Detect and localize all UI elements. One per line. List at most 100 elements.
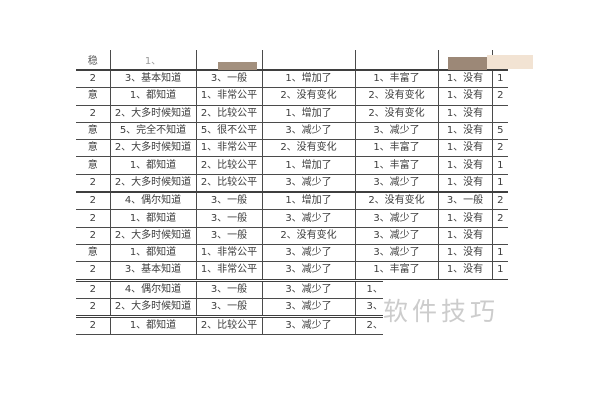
table-cell[interactable]: 3、减少了 [261, 278, 356, 299]
table-cell[interactable] [491, 104, 508, 123]
table-cell[interactable]: 1、丰富了 [354, 156, 439, 175]
table-cell-cutoff-fragment[interactable]: 2 [76, 209, 111, 228]
table-cell[interactable]: 1、没有 [437, 121, 493, 141]
table-cell-cutoff-fragment[interactable]: 2 [76, 173, 111, 193]
table-cell[interactable]: 1、增加了 [261, 104, 356, 123]
table-cell[interactable]: 1 [491, 69, 508, 89]
table-cell[interactable]: 1、没有 [437, 173, 493, 193]
table-cell[interactable]: 3、减少了 [354, 226, 439, 245]
table-cell[interactable]: 2、没有变化 [354, 104, 439, 123]
table-cell[interactable]: 1、都知道 [109, 209, 197, 228]
table-cell[interactable]: 3、基本知道 [109, 69, 197, 89]
table-cell[interactable]: 1、没有 [437, 139, 493, 158]
table-cell[interactable]: 2、大多时候知道 [109, 173, 197, 193]
table-cell[interactable]: 1、都知道 [109, 156, 197, 175]
table-cell-cutoff-fragment[interactable]: 稳 [76, 50, 111, 71]
table-cell[interactable]: 2 [491, 209, 508, 228]
table-cell-cutoff-fragment[interactable]: 2 [76, 278, 111, 299]
table-cell[interactable]: 1、没有 [437, 87, 493, 106]
table-cell[interactable]: 3、一般 [195, 69, 263, 89]
table-cell-cutoff-fragment[interactable]: 意 [76, 139, 111, 158]
table-cell[interactable]: 3、减少了 [261, 297, 356, 318]
table-cell[interactable]: 1、丰富了 [354, 69, 439, 89]
table-cell[interactable]: 2、比较公平 [195, 173, 263, 193]
table-cell[interactable]: 2、没有变化 [261, 87, 356, 106]
table-cell[interactable]: 3、减少了 [354, 173, 439, 193]
table-cell-cutoff-fragment[interactable]: 2 [76, 315, 111, 336]
table-cell-cutoff-fragment[interactable]: 2 [76, 104, 111, 123]
table-cell[interactable]: 3、减少了 [354, 209, 439, 228]
table-cell[interactable]: 2 [491, 191, 508, 211]
table-cell[interactable]: 3、减少了 [261, 209, 356, 228]
table-cell[interactable]: 1、增加了 [261, 156, 356, 175]
table-cell[interactable]: 2 [491, 139, 508, 158]
table-cell[interactable]: 2、没有变化 [261, 139, 356, 158]
table-cell-cutoff-fragment[interactable]: 意 [76, 121, 111, 141]
table-cell[interactable]: 3、减少了 [261, 173, 356, 193]
table-cell[interactable]: 1、没有 [437, 226, 493, 245]
table-cell[interactable]: 2、比较公平 [195, 315, 263, 336]
table-cell[interactable]: 3、一般 [195, 226, 263, 245]
table-cell[interactable] [261, 50, 356, 71]
table-cell[interactable]: 5、很不公平 [195, 121, 263, 141]
table-cell-cutoff-fragment[interactable]: 2 [76, 297, 111, 318]
table-cell[interactable]: 5、完全不知道 [109, 121, 197, 141]
table-cell-cutoff-fragment[interactable]: 2 [76, 69, 111, 89]
table-cell[interactable]: 2 [491, 87, 508, 106]
table-cell[interactable]: 3、减少了 [261, 315, 356, 336]
table-cell[interactable]: 3、减少了 [261, 121, 356, 141]
table-cell[interactable]: 1、没有 [437, 209, 493, 228]
table-cell[interactable]: 1、没有 [437, 156, 493, 175]
table-cell[interactable]: 3、一般 [195, 209, 263, 228]
table-cell[interactable]: 1、都知道 [109, 87, 197, 106]
table-cell[interactable]: 1、增加了 [261, 191, 356, 211]
table-cell[interactable]: 1、没有 [437, 243, 493, 263]
table-cell[interactable]: 3、减少了 [261, 261, 356, 281]
table-cell[interactable]: 1、没有 [437, 261, 493, 281]
table-cell[interactable]: 3、一般 [195, 297, 263, 318]
table-cell[interactable]: 2、没有变化 [261, 226, 356, 245]
table-cell[interactable]: 1、非常公平 [195, 139, 263, 158]
table-cell[interactable]: 1、都知道 [109, 315, 197, 336]
table-cell[interactable]: 4、偶尔知道 [109, 191, 197, 211]
table-cell[interactable]: 1 [491, 173, 508, 193]
table-cell[interactable]: 2、大多时候知道 [109, 139, 197, 158]
table-cell[interactable] [354, 50, 439, 71]
table-cell-cutoff-fragment[interactable]: 意 [76, 243, 111, 263]
table-cell-cutoff-fragment[interactable]: 2 [76, 191, 111, 211]
table-cell[interactable]: 3、一般 [195, 278, 263, 299]
table-cell[interactable]: 1 [491, 261, 508, 281]
table-cell[interactable]: 3、减少了 [261, 243, 356, 263]
table-cell[interactable]: 1 [491, 243, 508, 263]
table-cell[interactable]: 1、丰富了 [354, 261, 439, 281]
table-cell[interactable]: 1、非常公平 [195, 243, 263, 263]
table-cell[interactable]: 2、大多时候知道 [109, 297, 197, 318]
table-cell[interactable]: 3、一般 [195, 191, 263, 211]
table-cell[interactable]: 1、增加了 [261, 69, 356, 89]
table-cell[interactable]: 1、丰富了 [354, 139, 439, 158]
table-cell[interactable]: 1 [491, 156, 508, 175]
table-cell[interactable]: 2、没有变化 [354, 191, 439, 211]
table-cell[interactable]: 3、一般 [437, 191, 493, 211]
table-cell[interactable]: 4、偶尔知道 [109, 278, 197, 299]
table-cell[interactable]: 1、非常公平 [195, 261, 263, 281]
table-cell-cutoff-fragment[interactable]: 意 [76, 156, 111, 175]
table-cell[interactable]: 2、比较公平 [195, 156, 263, 175]
table-cell[interactable]: 1、没有 [437, 104, 493, 123]
table-cell[interactable]: 3、基本知道 [109, 261, 197, 281]
table-cell-cutoff-fragment[interactable]: 意 [76, 87, 111, 106]
table-cell[interactable]: 5 [491, 121, 508, 141]
table-cell-cutoff-fragment[interactable]: 2 [76, 226, 111, 245]
table-cell[interactable]: 3、减少了 [354, 121, 439, 141]
table-cell[interactable]: 2、没有变化 [354, 87, 439, 106]
table-cell[interactable]: 3、减少了 [354, 243, 439, 263]
table-cell[interactable]: 1、都知道 [109, 243, 197, 263]
table-cell[interactable]: 2、大多时候知道 [109, 104, 197, 123]
table-cell-cutoff-fragment[interactable]: 2 [76, 261, 111, 281]
table-cell[interactable]: 1、没有 [437, 69, 493, 89]
table-cell[interactable] [491, 226, 508, 245]
table-cell[interactable]: 1、 [109, 50, 197, 71]
table-cell[interactable]: 2、大多时候知道 [109, 226, 197, 245]
table-cell[interactable]: 2、比较公平 [195, 104, 263, 123]
table-cell[interactable]: 1、非常公平 [195, 87, 263, 106]
